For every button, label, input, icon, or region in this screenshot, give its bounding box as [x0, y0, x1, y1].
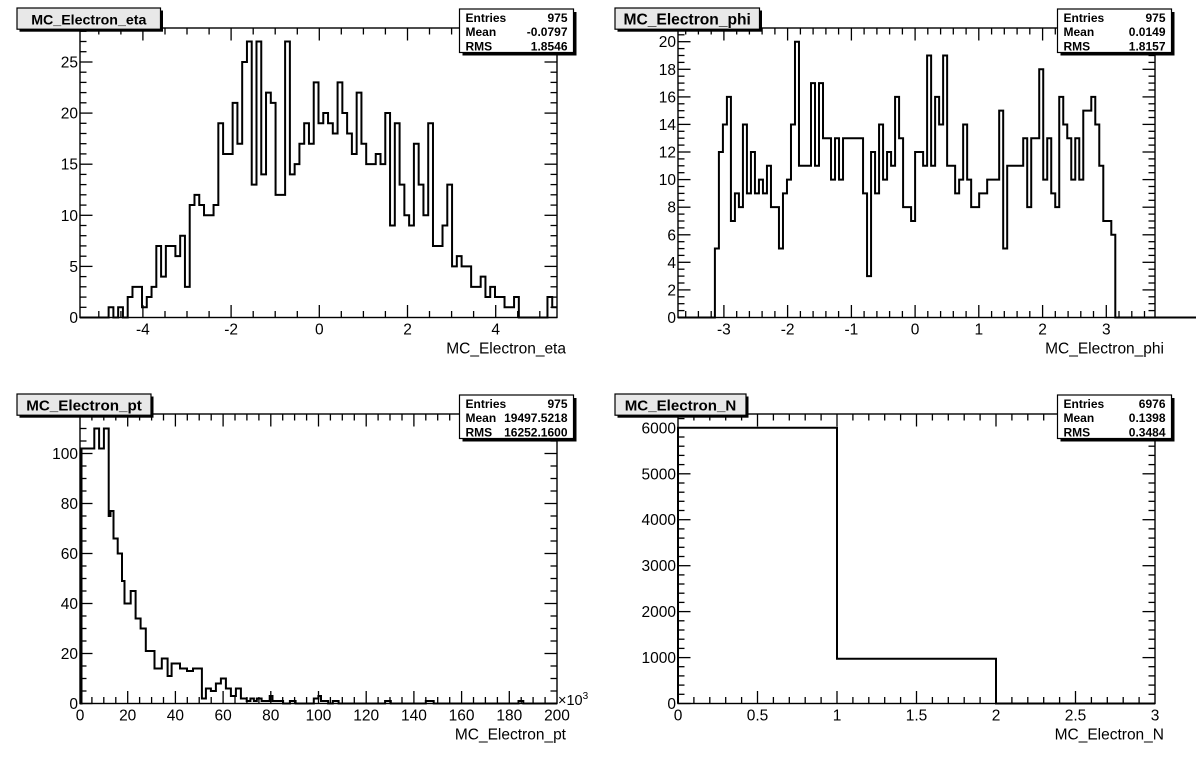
svg-text:0: 0	[667, 696, 676, 713]
svg-text:0: 0	[76, 708, 85, 725]
svg-text:2: 2	[667, 282, 676, 299]
svg-text:20: 20	[119, 708, 137, 725]
svg-text:2: 2	[992, 708, 1001, 725]
svg-text:20: 20	[659, 34, 677, 51]
svg-text:Entries: Entries	[466, 397, 507, 411]
svg-text:0: 0	[667, 310, 676, 327]
svg-text:MC_Electron_N: MC_Electron_N	[1055, 727, 1164, 744]
svg-text:100: 100	[52, 446, 78, 463]
svg-text:1: 1	[833, 708, 842, 725]
svg-text:0.5: 0.5	[747, 708, 769, 725]
svg-text:2.5: 2.5	[1065, 708, 1087, 725]
svg-text:-2: -2	[781, 322, 795, 339]
svg-text:6976: 6976	[1139, 397, 1166, 411]
svg-text:Mean: Mean	[1064, 411, 1095, 425]
svg-text:RMS: RMS	[1064, 425, 1091, 439]
svg-text:6: 6	[667, 227, 676, 244]
svg-text:3: 3	[1102, 322, 1111, 339]
svg-text:40: 40	[61, 596, 79, 613]
svg-text:1: 1	[974, 322, 983, 339]
svg-text:5000: 5000	[642, 466, 677, 483]
svg-text:-3: -3	[717, 322, 731, 339]
svg-text:40: 40	[167, 708, 185, 725]
svg-text:975: 975	[547, 11, 567, 25]
svg-text:MC_Electron_pt: MC_Electron_pt	[455, 727, 567, 744]
svg-text:2000: 2000	[642, 604, 677, 621]
svg-text:0: 0	[69, 696, 78, 713]
svg-text:3: 3	[1151, 708, 1160, 725]
svg-text:0.0149: 0.0149	[1129, 25, 1166, 39]
svg-text:1.8546: 1.8546	[531, 39, 568, 53]
svg-text:MC_Electron_pt: MC_Electron_pt	[26, 397, 142, 414]
svg-text:10: 10	[659, 172, 677, 189]
svg-text:1000: 1000	[642, 650, 677, 667]
svg-text:60: 60	[214, 708, 232, 725]
svg-text:0: 0	[674, 708, 683, 725]
svg-text:1.8157: 1.8157	[1129, 39, 1166, 53]
svg-text:MC_Electron_N: MC_Electron_N	[625, 397, 737, 414]
svg-text:16252.1600: 16252.1600	[504, 425, 568, 439]
svg-text:Entries: Entries	[1064, 11, 1105, 25]
svg-text:MC_Electron_phi: MC_Electron_phi	[624, 11, 751, 28]
svg-text:120: 120	[353, 708, 379, 725]
svg-text:80: 80	[61, 496, 79, 513]
svg-text:18: 18	[659, 62, 676, 79]
svg-text:10: 10	[61, 208, 79, 225]
svg-text:2: 2	[403, 322, 412, 339]
svg-text:200: 200	[544, 708, 570, 725]
svg-text:-1: -1	[845, 322, 859, 339]
svg-text:16: 16	[659, 89, 676, 106]
svg-text:0.3484: 0.3484	[1129, 425, 1166, 439]
svg-text:15: 15	[61, 157, 78, 174]
svg-text:6000: 6000	[642, 420, 677, 437]
svg-text:1.5: 1.5	[906, 708, 928, 725]
svg-text:140: 140	[401, 708, 427, 725]
svg-text:Mean: Mean	[1064, 25, 1095, 39]
svg-text:4: 4	[491, 322, 500, 339]
svg-text:8: 8	[667, 200, 676, 217]
svg-text:-2: -2	[224, 322, 238, 339]
svg-text:Mean: Mean	[466, 411, 497, 425]
svg-text:Entries: Entries	[466, 11, 507, 25]
svg-text:19497.5218: 19497.5218	[504, 411, 568, 425]
svg-text:160: 160	[449, 708, 475, 725]
svg-text:MC_Electron_eta: MC_Electron_eta	[31, 12, 146, 28]
svg-text:20: 20	[61, 646, 79, 663]
svg-text:2: 2	[1038, 322, 1047, 339]
svg-text:4: 4	[667, 255, 676, 272]
svg-text:-0.0797: -0.0797	[527, 25, 568, 39]
svg-text:5: 5	[69, 259, 78, 276]
svg-text:RMS: RMS	[466, 425, 493, 439]
svg-text:14: 14	[659, 117, 677, 134]
svg-text:0: 0	[69, 310, 78, 327]
svg-text:×103: ×103	[558, 691, 589, 709]
svg-text:80: 80	[262, 708, 280, 725]
svg-text:RMS: RMS	[466, 39, 493, 53]
svg-text:975: 975	[547, 397, 567, 411]
svg-text:100: 100	[306, 708, 332, 725]
svg-text:RMS: RMS	[1064, 39, 1091, 53]
svg-text:25: 25	[61, 55, 78, 72]
svg-text:Mean: Mean	[466, 25, 497, 39]
svg-text:MC_Electron_eta: MC_Electron_eta	[446, 341, 566, 358]
svg-text:12: 12	[659, 145, 676, 162]
svg-text:180: 180	[496, 708, 522, 725]
svg-text:975: 975	[1145, 11, 1165, 25]
svg-text:0: 0	[911, 322, 920, 339]
svg-text:Entries: Entries	[1064, 397, 1105, 411]
svg-text:4000: 4000	[642, 512, 677, 529]
svg-text:60: 60	[61, 546, 79, 563]
svg-text:0.1398: 0.1398	[1129, 411, 1166, 425]
svg-text:MC_Electron_phi: MC_Electron_phi	[1045, 341, 1164, 358]
svg-text:0: 0	[315, 322, 324, 339]
svg-text:20: 20	[61, 106, 79, 123]
svg-text:-4: -4	[136, 322, 150, 339]
svg-text:3000: 3000	[642, 558, 677, 575]
